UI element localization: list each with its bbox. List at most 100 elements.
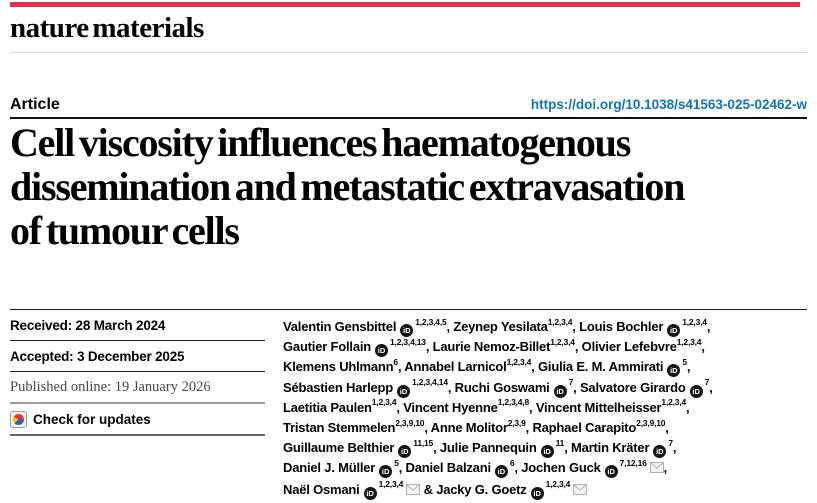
affiliation-superscript: 7,12,16 [619,458,647,469]
envelope-icon [406,481,421,501]
affiliation-superscript: 1,2,3,4 [676,336,702,347]
orcid-icon: iD [530,486,544,500]
affiliation-superscript: 2,3,9,10 [395,417,425,428]
article-meta-row: Article https://doi.org/10.1038/s41563-0… [10,96,807,114]
author-name: Naël Osmani [283,481,360,497]
orcid-icon: iD [667,364,681,378]
orcid-icon: iD [667,324,681,337]
author-line: Tristan Stemmelen2,3,9,10, Anne Molitor2… [283,418,807,438]
author-name: Olivier Lefebvre [581,339,677,355]
author-line: Daniel J. Müller iD5, Daniel Balzani iD6, … [283,458,807,479]
author-line: Guillaume Belthier iD11,15, Julie Pannequ… [283,437,807,459]
author-separator: , [424,420,431,436]
orcid-icon: iD [363,486,377,500]
affiliation-superscript: 1,2,3,4,5 [415,316,447,327]
author-separator: , [709,379,713,395]
affiliation-superscript: 1,2,3,4 [661,397,687,408]
affiliation-superscript: 1,2,3,4 [550,336,575,347]
author-name: Guillaume Belthier [283,440,395,456]
author-separator: , [396,399,404,415]
journal-wordmark: nature materials [10,12,204,44]
affiliation-superscript: 11 [555,437,565,448]
author-separator: , [564,440,572,456]
author-name: Daniel Balzani [405,460,492,476]
divider [10,52,807,53]
author-line: Klemens Uhlmann6, Annabel Larnicol1,2,3,… [283,357,807,378]
affiliation-superscript: 5 [682,357,687,368]
author-separator: , [446,319,454,334]
dates-column: Received: 28 March 2024 Accepted: 3 Dece… [10,310,265,501]
paper-title: Cell viscosity influences haematogenous … [10,121,810,253]
affiliation-superscript: 1,2,3,4,8 [497,397,529,408]
affiliation-superscript: 1,2,3,4 [545,479,571,490]
author-name: Salvatore Girardo [579,379,686,395]
author-name: Julie Pannequin [439,440,537,456]
affiliation-superscript: 7 [568,377,574,388]
author-separator: , [447,379,455,395]
author-separator: , [397,359,405,375]
author-name: Vincent Mittelheisser [535,399,662,415]
author-name: Laurie Nemoz-Billet [432,339,551,355]
title-line: of tumour cells [10,208,240,253]
author-separator: , [514,460,522,476]
envelope-icon [573,481,588,501]
author-separator: , [706,319,711,334]
affiliation-superscript: 1,2,3,4 [547,316,573,327]
title-line: dissemination and metastatic extravasati… [10,164,685,209]
accepted-date: Accepted: 3 December 2025 [10,341,265,372]
author-list: Valentin Gensbittel iD1,2,3,4,5, Zeynep Y… [283,310,807,501]
title-line: Cell viscosity influences haematogenous [10,120,631,165]
lower-section: Received: 28 March 2024 Accepted: 3 Dece… [10,309,807,501]
orcid-icon: iD [553,384,567,398]
author-name: Jochen Guck [521,460,601,476]
affiliation-superscript: 5 [394,458,399,469]
author-line: Sébastien Harlepp iD1,2,3,4,14, Ruchi Gos… [283,378,807,398]
author-separator: , [665,420,669,436]
divider [10,117,807,119]
affiliation-superscript: 2,3,9,10 [636,417,666,428]
author-name: Vincent Hyenne [403,399,498,415]
author-separator: , [433,440,440,456]
author-separator: , [573,379,580,395]
author-separator: , [531,359,538,375]
author-name: Daniel J. Müller [283,460,376,476]
orcid-icon: iD [540,445,554,459]
author-name: Jacky G. Goetz [436,481,527,497]
author-name: Ruchi Goswami [454,379,550,395]
author-separator: , [525,420,533,436]
article-type-label: Article [10,96,60,113]
orcid-icon: iD [653,445,667,459]
author-line: Naël Osmani iD1,2,3,4 & Jacky G. Goetz iD1… [283,480,807,501]
orcid-icon: iD [604,465,618,479]
published-date: Published online: 19 January 2026 [10,372,265,404]
brand-accent-bar [10,2,800,7]
author-line: Gautier Follain iD1,2,3,4,13, Laurie Nemo… [283,336,807,358]
author-name: Annabel Larnicol [404,359,507,375]
author-line: Valentin Gensbittel iD1,2,3,4,5, Zeynep Y… [283,317,807,337]
orcid-icon: iD [375,344,389,358]
author-separator: , [572,319,580,334]
doi-link[interactable]: https://doi.org/10.1038/s41563-025-02462… [530,97,807,112]
orcid-icon: iD [494,465,508,479]
author-separator: , [528,399,536,415]
affiliation-superscript: 2,3,9 [507,417,526,428]
author-separator: , [574,339,582,355]
affiliation-superscript: 1,2,3,4,13 [390,336,426,347]
crossmark-icon [10,410,27,428]
author-separator: , [686,399,690,415]
author-name: Giulia E. M. Ammirati [538,359,664,375]
author-separator: , [663,460,668,476]
affiliation-superscript: 7 [668,437,673,448]
author-name: Zeynep Yesilata [453,319,548,334]
author-separator: , [701,339,705,355]
affiliation-superscript: 7 [704,377,710,388]
check-for-updates[interactable]: Check for updates [10,404,265,436]
author-separator: & [420,481,437,497]
orcid-icon: iD [689,384,703,398]
orcid-icon: iD [379,465,393,479]
affiliation-superscript: 1,2,3,4 [378,479,404,490]
affiliation-superscript: 1,2,3,4 [506,357,532,368]
affiliation-superscript: 6 [509,458,515,469]
author-separator: , [686,359,691,375]
